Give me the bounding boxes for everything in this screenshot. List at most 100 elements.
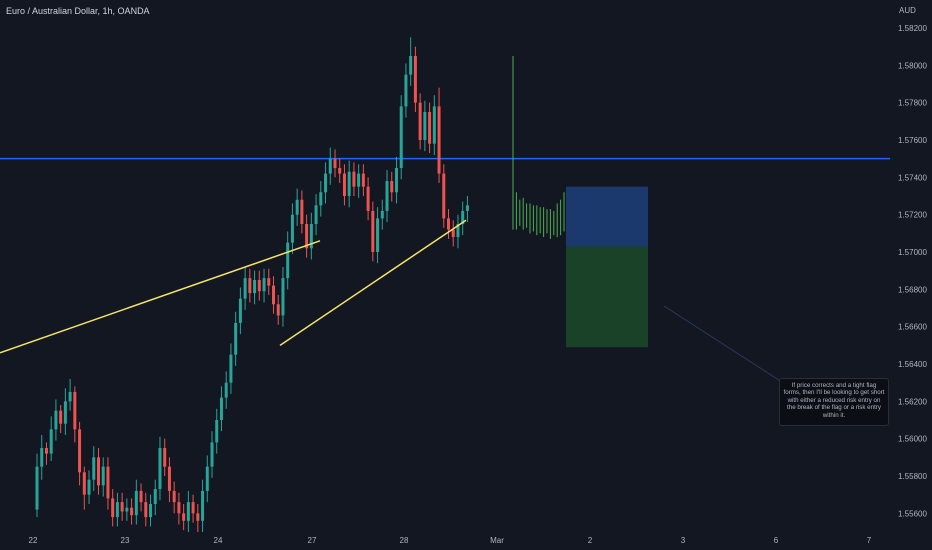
candle-body	[163, 448, 167, 467]
candle-body	[385, 181, 389, 211]
candle-body	[139, 490, 143, 503]
candle-body	[376, 218, 380, 252]
candle-body	[380, 210, 384, 219]
candle-body	[428, 112, 432, 144]
candle-body	[186, 502, 190, 521]
candle-body	[215, 420, 219, 443]
candle-body	[404, 74, 408, 107]
candle-body	[35, 466, 39, 510]
candle-body	[106, 466, 110, 499]
x-tick-label: 2	[588, 536, 593, 545]
candle-body	[130, 507, 134, 516]
candle-body	[49, 429, 53, 454]
candle-body	[300, 199, 304, 224]
x-tick-label: Mar	[490, 536, 504, 545]
candle-body	[328, 158, 332, 174]
candle-body	[267, 278, 271, 286]
candle-body	[281, 278, 285, 316]
candle-body	[238, 298, 242, 323]
y-tick-label: 1.56600	[898, 323, 927, 332]
y-tick-label: 1.56000	[898, 435, 927, 444]
x-tick-label: 6	[774, 536, 779, 545]
y-tick-label: 1.58000	[898, 61, 927, 70]
candle-body	[172, 490, 176, 503]
candle-body	[347, 171, 351, 196]
y-tick-label: 1.58200	[898, 24, 927, 33]
candle-body	[219, 397, 223, 420]
candle-body	[87, 479, 91, 495]
candle-body	[149, 504, 153, 518]
y-tick-label: 1.55600	[898, 509, 927, 518]
candle-body	[167, 466, 171, 491]
y-tick-label: 1.56200	[898, 397, 927, 406]
candle-body	[423, 112, 427, 140]
candle-body	[96, 457, 100, 486]
candle-body	[229, 354, 233, 383]
candle-body	[59, 410, 63, 424]
profit-target-zone	[566, 246, 648, 348]
stop-loss-zone	[566, 186, 648, 247]
x-tick-label: 7	[867, 536, 872, 545]
candle-body	[286, 242, 290, 279]
candle-body	[205, 466, 209, 491]
candle-body	[447, 218, 451, 230]
candle-body	[196, 513, 200, 521]
candle-body	[63, 401, 67, 424]
candle-body	[243, 278, 247, 299]
candle-body	[54, 410, 58, 430]
candle-body	[44, 448, 48, 454]
candle-body	[305, 224, 309, 249]
annotation-pointer	[663, 305, 786, 385]
candle-body	[290, 214, 294, 243]
candle-body	[73, 392, 77, 430]
x-tick-label: 28	[400, 536, 409, 545]
candle-body	[144, 502, 148, 518]
candle-body	[177, 502, 181, 514]
candle-body	[276, 304, 280, 316]
candle-body	[352, 171, 356, 187]
candle-body	[399, 106, 403, 168]
candle-body	[295, 199, 299, 215]
candle-body	[413, 56, 417, 103]
y-tick-label: 1.56800	[898, 285, 927, 294]
y-tick-label: 1.55800	[898, 472, 927, 481]
candle-body	[371, 210, 375, 252]
candle-body	[92, 457, 96, 480]
candle-body	[333, 158, 337, 168]
candle-body	[111, 498, 115, 518]
candle-body	[68, 392, 72, 402]
candle-body	[456, 224, 460, 238]
candle-body	[324, 173, 328, 193]
y-tick-label: 1.57600	[898, 136, 927, 145]
candle-body	[390, 181, 394, 193]
candle-body	[437, 106, 441, 174]
x-tick-label: 3	[681, 536, 686, 545]
candle-body	[394, 168, 398, 193]
y-tick-label: 1.57200	[898, 211, 927, 220]
candle-body	[262, 278, 266, 292]
candle-body	[40, 448, 44, 467]
candle-body	[158, 448, 162, 490]
annotation-note[interactable]: If price corrects and a tight flag forms…	[779, 378, 889, 426]
candle-body	[357, 173, 361, 187]
price-axis-currency: AUD	[899, 6, 916, 15]
candle-body	[78, 429, 82, 473]
chart-title: Euro / Australian Dollar, 1h, OANDA	[6, 6, 150, 16]
y-tick-label: 1.57400	[898, 173, 927, 182]
candle-body	[201, 490, 205, 521]
candle-body	[134, 490, 138, 516]
candle-body	[182, 513, 186, 521]
y-tick-label: 1.57800	[898, 99, 927, 108]
candle-body	[465, 205, 469, 211]
candle-body	[361, 173, 365, 187]
candle-body	[319, 192, 323, 206]
y-tick-label: 1.56400	[898, 360, 927, 369]
candle-body	[234, 322, 238, 355]
x-tick-label: 22	[29, 536, 38, 545]
candle-body	[309, 224, 313, 249]
candle-body	[253, 280, 257, 294]
x-tick-label: 27	[308, 536, 317, 545]
candle-body	[451, 229, 455, 238]
